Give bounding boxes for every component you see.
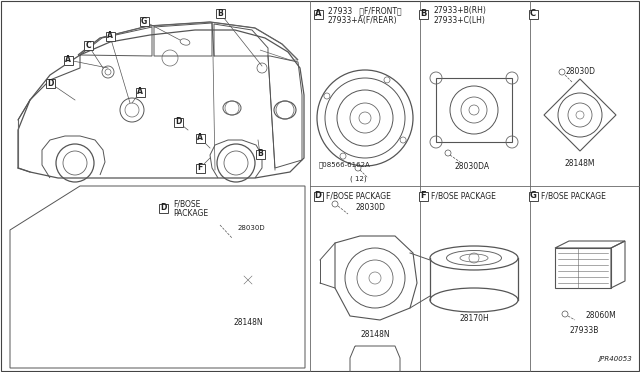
FancyBboxPatch shape [195,164,205,173]
Text: ( 12): ( 12) [349,175,366,182]
FancyBboxPatch shape [140,16,148,26]
FancyBboxPatch shape [216,9,225,17]
Text: G: G [141,16,147,26]
FancyBboxPatch shape [529,10,538,19]
Text: D: D [47,78,53,87]
FancyBboxPatch shape [106,32,115,41]
FancyBboxPatch shape [173,118,182,126]
Text: 28030D: 28030D [565,67,595,77]
Text: ゅ08566-6162A: ゅ08566-6162A [319,161,371,168]
Text: 27933+A(F/REAR): 27933+A(F/REAR) [328,16,397,25]
Text: D: D [314,192,321,201]
FancyBboxPatch shape [314,192,323,201]
Text: F: F [197,164,203,173]
Polygon shape [10,186,305,368]
Text: 27933   〈F/FRONT〉: 27933 〈F/FRONT〉 [328,6,402,16]
Text: F/BOSE PACKAGE: F/BOSE PACKAGE [326,192,391,201]
Bar [555,248,611,288]
FancyBboxPatch shape [45,78,54,87]
Text: G: G [529,192,536,201]
Text: C: C [85,41,91,49]
Text: 28060M: 28060M [586,311,617,321]
FancyBboxPatch shape [83,41,93,49]
Text: PACKAGE: PACKAGE [173,208,208,218]
FancyBboxPatch shape [195,134,205,142]
Text: A: A [137,87,143,96]
Text: 28148N: 28148N [360,330,390,339]
Text: 27933+B(RH): 27933+B(RH) [433,6,486,16]
Text: B: B [257,150,263,158]
FancyBboxPatch shape [529,192,538,201]
Text: D: D [175,118,181,126]
Text: A: A [315,10,321,19]
Text: D: D [160,203,166,212]
FancyBboxPatch shape [314,10,323,19]
Text: 28170H: 28170H [459,314,489,323]
Text: B: B [420,10,426,19]
FancyBboxPatch shape [419,10,428,19]
Text: JPR40053: JPR40053 [598,356,632,362]
FancyBboxPatch shape [419,192,428,201]
Text: 27933+C(LH): 27933+C(LH) [433,16,485,25]
Text: 27933B: 27933B [570,326,600,335]
Text: A: A [65,55,71,64]
Text: F/BOSE PACKAGE: F/BOSE PACKAGE [541,192,606,201]
FancyBboxPatch shape [159,203,168,212]
Bar [436,78,512,142]
Text: 28148M: 28148M [564,159,595,168]
Text: 28030D: 28030D [355,203,385,212]
Text: F/BOSE PACKAGE: F/BOSE PACKAGE [431,192,496,201]
Text: F/BOSE: F/BOSE [173,199,200,208]
FancyBboxPatch shape [136,87,145,96]
Text: 28030D: 28030D [238,225,266,231]
Text: A: A [107,32,113,41]
FancyBboxPatch shape [63,55,72,64]
Text: A: A [197,134,203,142]
Text: C: C [530,10,536,19]
FancyBboxPatch shape [255,150,264,158]
Text: B: B [217,9,223,17]
Text: F: F [420,192,426,201]
Text: 28148N: 28148N [233,318,263,327]
Text: 28030DA: 28030DA [454,162,490,171]
